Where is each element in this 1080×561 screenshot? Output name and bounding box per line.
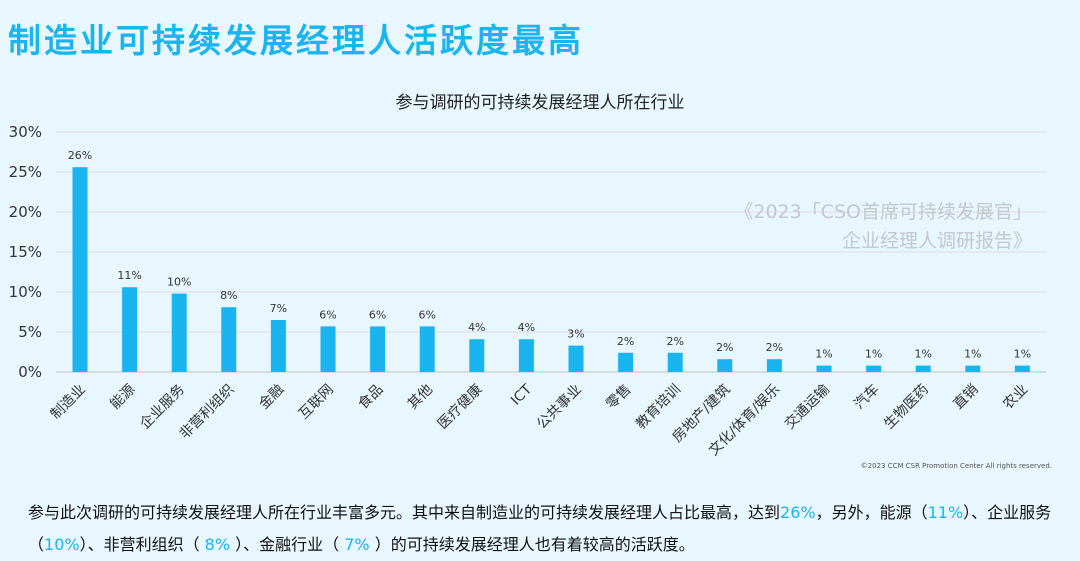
bar (370, 326, 386, 372)
x-tick-label: 直销 (950, 381, 982, 413)
x-tick-label: 交通运输 (781, 381, 833, 433)
x-tick-label: 汽车 (851, 381, 883, 413)
y-tick-label: 10% (9, 283, 42, 301)
x-tick-label: 农业 (1000, 382, 1031, 413)
y-tick-label: 20% (9, 203, 42, 221)
bar (618, 352, 634, 372)
summary-value-enterprise-services: 10% (44, 535, 80, 554)
bar (717, 359, 733, 372)
watermark-line-1: 《2023「CSO首席可持续发展官」 (734, 201, 1032, 223)
bar (667, 352, 683, 372)
summary-text-4: ）、非营利组织（ (79, 535, 205, 554)
bar (221, 307, 237, 372)
bar (122, 287, 138, 372)
bar (320, 326, 336, 372)
data-label: 2% (766, 341, 783, 354)
x-tick-label: 公共事业 (534, 382, 585, 433)
x-tick-label: 生物医药 (881, 382, 932, 433)
x-tick-label: 食品 (355, 381, 387, 413)
data-label: 2% (666, 335, 683, 348)
summary-paragraph: 参与此次调研的可持续发展经理人所在行业丰富多元。其中来自制造业的可持续发展经理人… (28, 497, 1068, 561)
bar (816, 365, 832, 372)
data-label: 26% (68, 149, 92, 162)
watermark: 《2023「CSO首席可持续发展官」 企业经理人调研报告》 (734, 198, 1032, 256)
data-label: 1% (815, 348, 832, 361)
data-label: 6% (369, 308, 386, 321)
watermark-line-2: 企业经理人调研报告》 (841, 230, 1032, 252)
x-tick-label: 医疗健康 (434, 381, 486, 433)
data-label: 1% (865, 348, 882, 361)
data-label: 10% (167, 276, 191, 289)
x-tick-label: 能源 (107, 382, 138, 413)
summary-text-3: ）、企业服务（ (28, 503, 1052, 554)
bar (518, 339, 534, 372)
data-label: 3% (567, 328, 584, 341)
x-tick-label: 制造业 (48, 382, 89, 423)
y-tick-label: 30% (9, 123, 42, 141)
x-tick-label: 互联网 (296, 382, 337, 423)
x-tick-label: ICT (508, 381, 536, 409)
bar (915, 365, 931, 372)
data-label: 4% (518, 321, 535, 334)
y-tick-label: 5% (18, 323, 42, 341)
y-tick-label: 25% (9, 163, 42, 181)
x-tick-label: 非营利组织 (177, 382, 238, 443)
summary-value-manufacturing: 26% (780, 503, 816, 522)
data-label: 11% (117, 269, 141, 282)
summary-value-energy: 11% (927, 503, 964, 522)
bar (568, 345, 584, 372)
bar (72, 167, 88, 372)
y-tick-label: 15% (9, 243, 42, 261)
x-tick-label: 金融 (256, 382, 287, 413)
data-label: 1% (914, 348, 931, 361)
bar (270, 320, 286, 372)
bar (469, 339, 485, 372)
summary-value-finance: 7% (344, 535, 370, 554)
summary-text-2: ，另外，能源（ (815, 503, 928, 522)
x-tick-label: 教育培训 (633, 382, 684, 433)
data-label: 4% (468, 321, 485, 334)
data-label: 6% (319, 308, 336, 321)
data-label: 1% (1014, 348, 1031, 361)
data-label: 6% (418, 308, 435, 321)
page-title: 制造业可持续发展经理人活跃度最高 (8, 21, 584, 60)
y-tick-label: 0% (18, 363, 42, 381)
chart-title: 参与调研的可持续发展经理人所在行业 (395, 93, 685, 113)
bar (965, 365, 981, 372)
bar-chart: 0% 5% 10% 15% 20% 25% 30% 26% 制造业 11% 能源 10% 企业服务 8% 非… (9, 123, 1046, 459)
summary-text-6: ）的可持续发展经理人也有着较高的活跃度。 (369, 535, 695, 554)
copyright-text: ©2023 CCM CSR Promotion Center All right… (860, 462, 1052, 470)
bar (171, 293, 187, 372)
bar (1014, 365, 1030, 372)
x-tick-label: 零售 (603, 382, 634, 413)
x-tick-label: 其他 (405, 382, 436, 413)
data-label: 1% (964, 348, 981, 361)
data-label: 7% (270, 302, 287, 315)
summary-text-1: 参与此次调研的可持续发展经理人所在行业丰富多元。其中来自制造业的可持续发展经理人… (28, 503, 781, 522)
bar (419, 326, 435, 372)
summary-value-nonprofit: 8% (204, 535, 231, 554)
bar (866, 365, 882, 372)
bar (766, 359, 782, 372)
data-label: 8% (220, 289, 237, 302)
summary-text-5: ）、金融行业（ (230, 535, 345, 554)
data-label: 2% (716, 341, 733, 354)
x-tick-label: 企业服务 (136, 381, 188, 433)
data-label: 2% (617, 335, 634, 348)
